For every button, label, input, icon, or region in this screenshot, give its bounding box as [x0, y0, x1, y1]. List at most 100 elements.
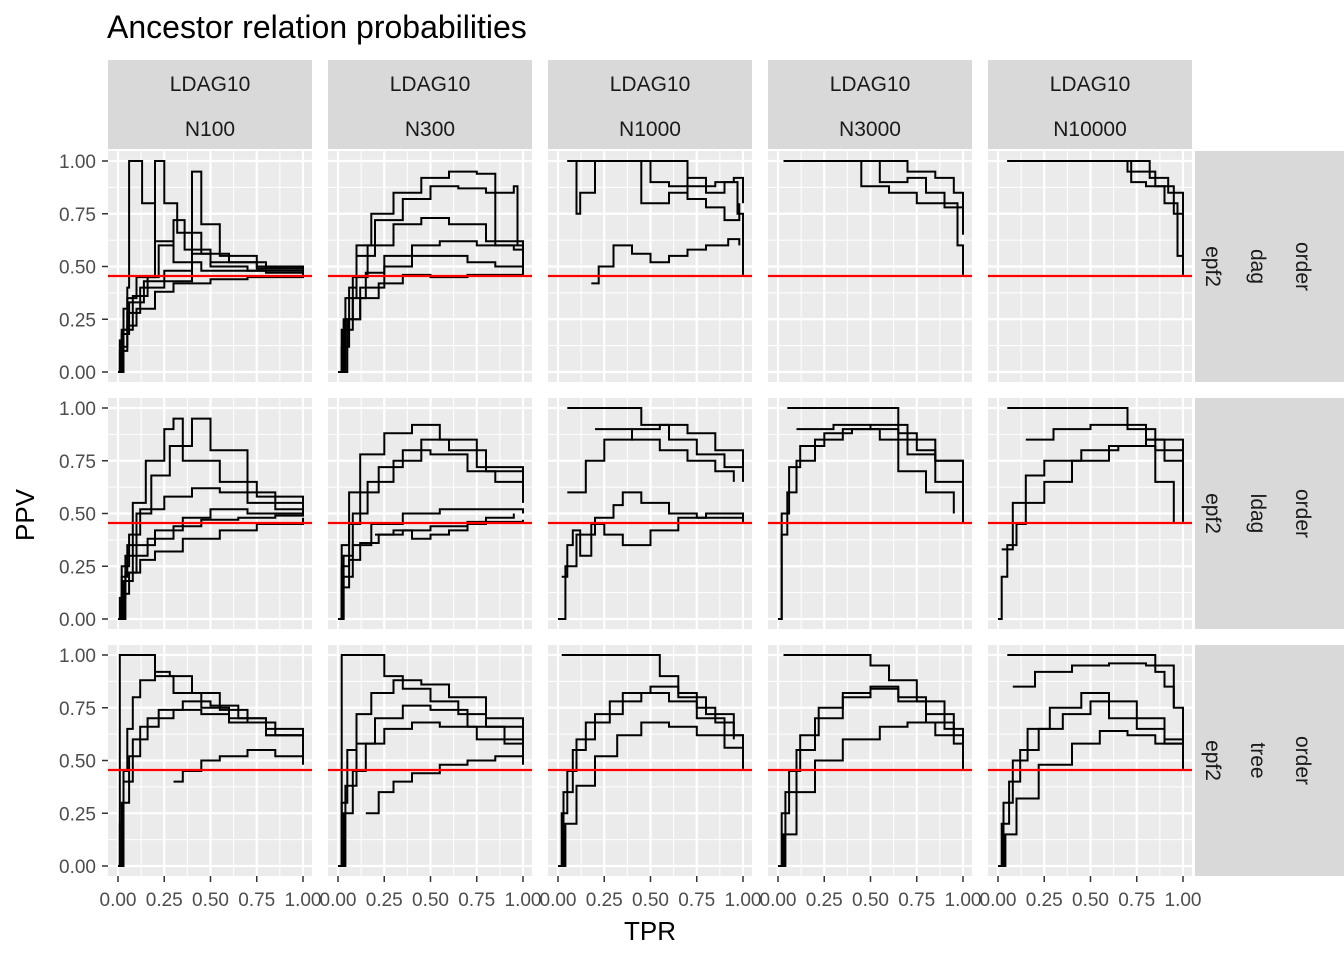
- series-line: [778, 687, 955, 867]
- series-line: [1007, 160, 1184, 246]
- series-line: [1007, 654, 1184, 740]
- row-strip: [1195, 645, 1344, 876]
- x-axis-title: TPR: [624, 916, 676, 946]
- series-line: [338, 721, 524, 867]
- facet-panel: [768, 151, 972, 382]
- x-tick-label: 0.00: [320, 890, 357, 911]
- column-strip-label: N3000: [839, 118, 901, 141]
- x-tick-label: 0.75: [458, 890, 495, 911]
- column-strips: LDAG10 N100 LDAG10 N300 LDAG10 N1000 LDAG10 N30…: [108, 60, 1192, 149]
- x-tick-label: 1.00: [725, 890, 762, 911]
- y-tick-label: 0.00: [59, 363, 96, 384]
- x-tick-label: 0.25: [146, 890, 183, 911]
- series-line: [558, 491, 744, 620]
- column-strip: [108, 60, 312, 149]
- x-tick-label: 0.00: [980, 890, 1017, 911]
- column-strip-label: N100: [185, 118, 235, 141]
- column-strip-label: N10000: [1053, 118, 1127, 141]
- column-strip-label: LDAG10: [1050, 73, 1131, 96]
- series-line: [783, 160, 964, 235]
- series-line: [558, 685, 744, 867]
- x-tick-label: 0.25: [806, 890, 843, 911]
- panels-layer: [108, 151, 1192, 876]
- series-line: [338, 438, 524, 620]
- facet-panel: [108, 151, 312, 382]
- row-strip-label: order: [1291, 489, 1314, 538]
- y-tick-label: 0.75: [59, 205, 96, 226]
- column-strip: [988, 60, 1192, 149]
- series-line: [998, 730, 1184, 867]
- x-tick-label: 1.00: [945, 890, 982, 911]
- column-strip-label: LDAG10: [830, 73, 911, 96]
- row-strip-label: epf2: [1201, 493, 1224, 534]
- series-line: [338, 170, 524, 373]
- series-line: [787, 407, 964, 524]
- x-tick-label: 0.75: [898, 890, 935, 911]
- x-tick-label: 1.00: [1165, 890, 1202, 911]
- series-line: [558, 692, 744, 867]
- series-line: [567, 423, 744, 494]
- row-strips: order dag epf2 order ldag epf2 order tree epf2: [1195, 151, 1344, 876]
- series-line: [118, 252, 304, 373]
- y-tick-label: 0.75: [59, 452, 96, 473]
- series-line: [365, 755, 524, 815]
- facet-panel: [548, 151, 752, 382]
- series-line: [1007, 407, 1184, 522]
- facet-panel: [328, 645, 532, 876]
- x-tick-label: 0.00: [100, 890, 137, 911]
- x-tick-label: 0.50: [412, 890, 449, 911]
- column-strip-label: N300: [405, 118, 455, 141]
- x-tick-label: 0.00: [760, 890, 797, 911]
- x-tick-label: 0.75: [1118, 890, 1155, 911]
- series-line: [118, 508, 304, 620]
- x-tick-label: 0.50: [1072, 890, 1109, 911]
- facet-panel: [988, 398, 1192, 629]
- chart-title: Ancestor relation probabilities: [107, 9, 527, 45]
- series-line: [561, 654, 735, 740]
- row-strip-label: order: [1291, 736, 1314, 785]
- facet-panel: [108, 398, 312, 629]
- series-line: [1007, 160, 1184, 267]
- row-strip-label: ldag: [1246, 494, 1269, 534]
- series-line: [595, 428, 735, 482]
- column-strip: [768, 60, 972, 149]
- x-tick-label: 0.25: [366, 890, 403, 911]
- series-line: [118, 274, 304, 373]
- x-tick-label: 1.00: [285, 890, 322, 911]
- y-tick-label: 0.25: [59, 804, 96, 825]
- series-line: [338, 185, 519, 373]
- y-tick-label: 0.00: [59, 610, 96, 631]
- series-line: [118, 170, 304, 373]
- x-tick-label: 0.00: [540, 890, 577, 911]
- facet-panel: [548, 398, 752, 629]
- y-tick-label: 0.25: [59, 310, 96, 331]
- y-tick-label: 0.00: [59, 857, 96, 878]
- y-tick-label: 0.50: [59, 752, 96, 773]
- column-strip: [328, 60, 532, 149]
- facet-panel: [328, 151, 532, 382]
- y-tick-label: 0.50: [59, 258, 96, 279]
- y-tick-label: 1.00: [59, 646, 96, 667]
- series-line: [567, 160, 741, 222]
- facet-panel: [328, 398, 532, 629]
- series-line: [338, 254, 524, 373]
- y-axis-ticks: 0.00 0.25 0.50 0.75 1.00 0.00 0.25 0.50 0.75 1.00…: [59, 152, 108, 878]
- series-line: [796, 423, 955, 514]
- x-tick-label: 0.50: [632, 890, 669, 911]
- row-strip-label: dag: [1246, 249, 1269, 284]
- series-line: [783, 160, 964, 275]
- x-tick-label: 0.25: [586, 890, 623, 911]
- facet-panel: [988, 645, 1192, 876]
- series-line: [998, 700, 1184, 867]
- series-line: [567, 407, 744, 482]
- column-strip: [548, 60, 752, 149]
- series-line: [118, 517, 304, 620]
- series-line: [591, 238, 741, 285]
- row-strip-label: order: [1291, 242, 1314, 291]
- column-strip-label: LDAG10: [390, 73, 471, 96]
- x-tick-label: 0.50: [852, 890, 889, 911]
- y-tick-label: 0.25: [59, 557, 96, 578]
- series-line: [567, 160, 744, 275]
- x-tick-label: 1.00: [505, 890, 542, 911]
